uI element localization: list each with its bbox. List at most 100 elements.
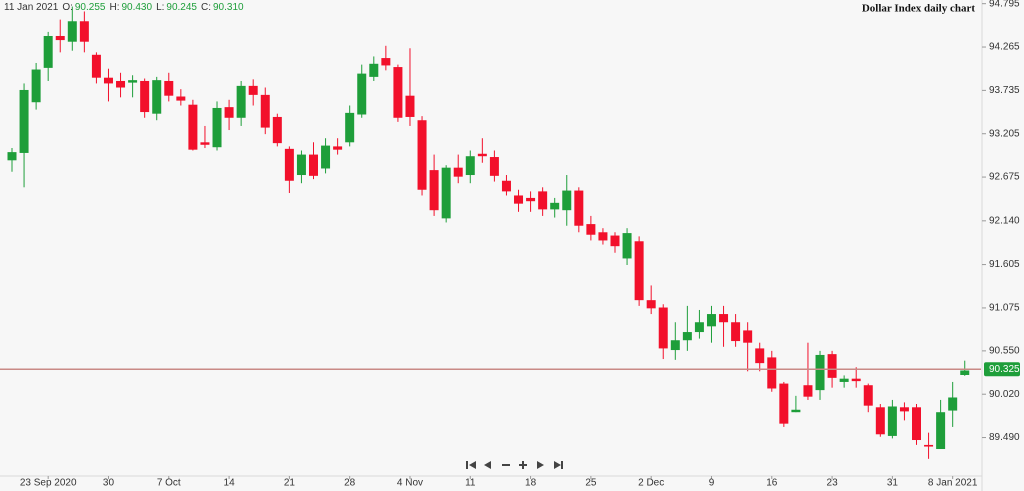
candle-body (743, 330, 753, 343)
candle-body (719, 314, 729, 323)
candle-body (91, 54, 101, 78)
candle-body (960, 370, 970, 375)
candle-body (670, 340, 680, 351)
chart-title: Dollar Index daily chart (862, 3, 976, 15)
candle-body (417, 120, 427, 190)
candle-body (212, 107, 222, 148)
candle-body (309, 154, 318, 176)
candle-body (164, 80, 174, 96)
x-tick-label: 31 (887, 478, 899, 489)
candle-body (272, 116, 282, 144)
candle-body (936, 412, 946, 450)
candle-body (622, 233, 632, 259)
candle-body (863, 385, 873, 406)
header-label: L: (156, 2, 164, 13)
header-value: 90.245 (166, 2, 197, 13)
candle-body (706, 314, 716, 327)
candle-body (598, 232, 608, 241)
candle-body (152, 80, 162, 114)
y-tick-label: 92.675 (989, 172, 1020, 183)
price-label: 90.325 (989, 364, 1020, 375)
candle-body (851, 378, 861, 382)
candle-body (574, 190, 584, 226)
candle-body (140, 80, 150, 113)
candle-body (658, 307, 668, 349)
candle-body (586, 224, 596, 235)
x-tick-label: 2 Dec (638, 478, 664, 489)
candle-body (43, 35, 53, 68)
candle-body (260, 94, 270, 128)
candle-body (731, 322, 741, 342)
candle-body (176, 96, 186, 101)
nav-zoom-in[interactable] (519, 461, 527, 469)
x-tick-label: 16 (766, 478, 778, 489)
x-tick-label: 28 (344, 478, 356, 489)
price-label-box (984, 362, 1020, 377)
x-tick-label: 8 Jan 2021 (928, 478, 978, 489)
candle-body (7, 152, 17, 161)
header-label: O: (62, 2, 73, 13)
candle-body (188, 104, 198, 150)
y-tick-label: 90.020 (989, 389, 1020, 400)
candle-body (116, 80, 126, 88)
candle-body (501, 180, 511, 192)
x-tick-label: 23 (827, 478, 839, 489)
y-tick-label: 90.550 (989, 346, 1020, 357)
header-date: 11 Jan 2021 (4, 2, 59, 13)
candle-body (381, 58, 391, 66)
x-tick-label: 7 Oct (157, 478, 181, 489)
candle-body (755, 348, 765, 364)
y-tick-label: 94.265 (989, 42, 1020, 53)
x-tick-label: 11 (465, 478, 476, 489)
nav-zoom-out[interactable] (502, 464, 510, 466)
nav-last[interactable] (554, 461, 563, 469)
header-label: C: (201, 2, 211, 13)
candle-body (333, 146, 343, 150)
x-tick-label: 18 (525, 478, 537, 489)
candle-body (526, 197, 536, 202)
candle-body (634, 241, 644, 301)
candle-body (875, 407, 885, 435)
candle-body (924, 444, 934, 447)
y-tick-label: 93.735 (989, 85, 1020, 96)
candle-body (429, 170, 439, 211)
nav-prev[interactable] (484, 461, 491, 469)
candle-body (224, 107, 234, 118)
candle-body (477, 153, 487, 157)
candle-body (550, 202, 560, 210)
candle-body (465, 156, 475, 176)
header-label: H: (109, 2, 119, 13)
candle-body (200, 142, 210, 145)
candle-body (694, 322, 704, 333)
candle-body (128, 80, 138, 83)
y-tick-label: 89.490 (989, 432, 1020, 443)
candle-body (357, 73, 367, 115)
candle-body (767, 357, 777, 389)
candle-body (321, 145, 331, 169)
candle-body (103, 77, 113, 84)
candle-body (236, 85, 246, 118)
candle-body (646, 300, 656, 309)
candle-body (803, 385, 813, 397)
candle-body (610, 235, 620, 247)
candle-body (441, 167, 451, 219)
x-tick-label: 21 (284, 478, 296, 489)
nav-first[interactable] (466, 461, 476, 469)
ohlc-header: 11 Jan 2021 O: 90.255 H: 90.430 L: 90.245 C: 90.… (4, 2, 244, 13)
candle-body (682, 332, 692, 341)
x-tick-label: 25 (585, 478, 597, 489)
nav-next[interactable] (537, 461, 544, 469)
candle-body (405, 95, 415, 117)
candle-body (369, 63, 379, 77)
x-tick-label: 9 (709, 478, 715, 489)
header-value: 90.430 (121, 2, 152, 13)
y-tick-label: 91.605 (989, 259, 1020, 270)
candle-body (284, 148, 294, 181)
candle-body (538, 191, 548, 210)
candle-body (489, 157, 499, 176)
y-tick-label: 93.205 (989, 128, 1020, 139)
candle-body (839, 378, 849, 382)
candle-body (296, 154, 306, 176)
candle-body (19, 89, 29, 153)
